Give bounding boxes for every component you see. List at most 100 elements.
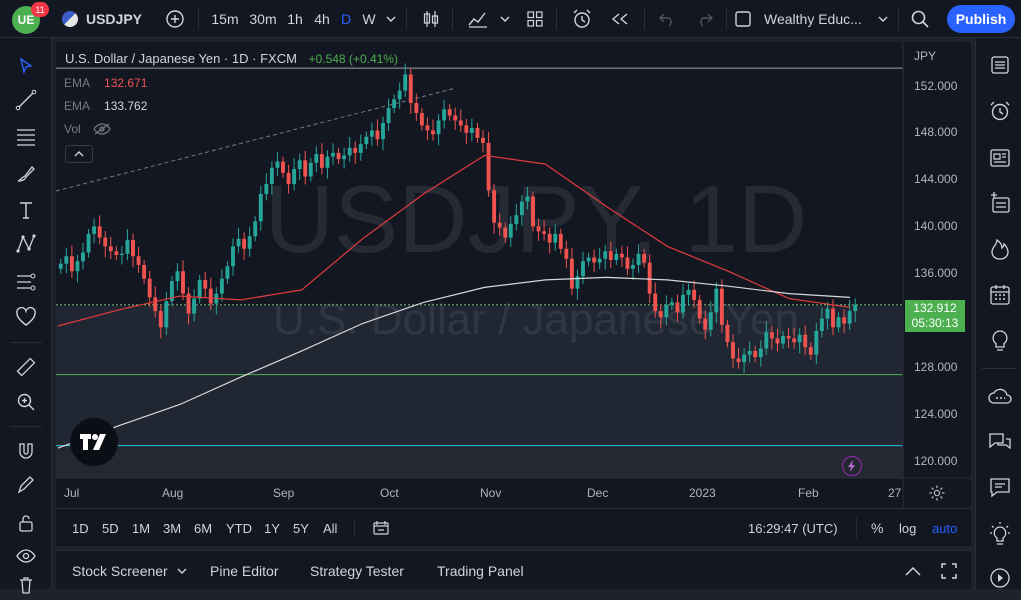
events-button[interactable]: [842, 456, 862, 476]
range-5d[interactable]: 5D: [102, 520, 119, 536]
ideas-button[interactable]: [984, 325, 1016, 357]
candle-body: [442, 109, 447, 121]
interval-15m[interactable]: 15m: [211, 11, 239, 27]
publish-button[interactable]: Publish: [947, 5, 1015, 33]
log-scale-toggle[interactable]: log: [899, 520, 917, 536]
templates-button[interactable]: [522, 0, 548, 38]
compare-symbol-button[interactable]: [162, 0, 188, 38]
candle-body: [419, 113, 424, 126]
candle-body: [192, 298, 197, 314]
tab-trading-panel[interactable]: Trading Panel: [437, 562, 524, 579]
interval-dropdown[interactable]: [382, 0, 400, 38]
price-label: 120.000: [914, 454, 958, 468]
chart-settings-button[interactable]: [928, 484, 946, 505]
chart-type-button[interactable]: [418, 0, 444, 38]
auto-scale-toggle[interactable]: auto: [932, 520, 958, 536]
interval-30m[interactable]: 30m: [249, 11, 277, 27]
range-1d[interactable]: 1D: [72, 520, 89, 536]
calendar-button[interactable]: [984, 279, 1016, 311]
range-1y[interactable]: 1Y: [264, 520, 280, 536]
candle-body: [386, 108, 391, 123]
favorites-tool[interactable]: [10, 302, 42, 332]
candle-body: [503, 227, 508, 238]
candle-body: [231, 246, 235, 267]
alerts-button[interactable]: [984, 95, 1016, 127]
messages-button[interactable]: [984, 471, 1016, 503]
add-note-button[interactable]: [984, 187, 1016, 219]
percent-scale-toggle[interactable]: %: [871, 520, 884, 536]
replay-button[interactable]: [606, 0, 634, 38]
collapse-panel-button[interactable]: [904, 551, 922, 590]
zoom-tool[interactable]: [10, 387, 42, 417]
cursor-tool[interactable]: [10, 51, 42, 81]
news-button[interactable]: [984, 142, 1016, 174]
interval-4h[interactable]: 4h: [314, 11, 330, 27]
candle-body: [219, 278, 224, 294]
help-center-button[interactable]: [984, 518, 1016, 550]
range-1m[interactable]: 1M: [132, 520, 151, 536]
prediction-icon: [17, 273, 36, 291]
divider: [10, 426, 42, 427]
candle-body: [136, 256, 141, 265]
fib-tool[interactable]: [10, 122, 42, 152]
measure-tool[interactable]: [10, 352, 42, 382]
chats-button[interactable]: [984, 426, 1016, 458]
range-5y[interactable]: 5Y: [293, 520, 309, 536]
layout-select-button[interactable]: [732, 0, 754, 38]
undo-button[interactable]: [654, 0, 680, 38]
volume-legend[interactable]: Vol: [60, 119, 115, 139]
top-toolbar: UE 11 USDJPY 15m 30m 1h 4h D W: [0, 0, 1021, 38]
tab-strategy-tester[interactable]: Strategy Tester: [310, 562, 404, 579]
candle-body: [625, 257, 630, 269]
indicators-dropdown[interactable]: [496, 0, 514, 38]
ema-fast-legend[interactable]: EMA 132.671: [60, 73, 152, 93]
lock-tool[interactable]: [10, 508, 42, 538]
ema-slow-value: 133.762: [104, 99, 148, 113]
product-tour-button[interactable]: [984, 562, 1016, 594]
candle-body: [297, 160, 302, 170]
remove-drawings-tool[interactable]: [10, 570, 42, 600]
divider: [644, 8, 645, 30]
interval-d[interactable]: D: [340, 11, 352, 27]
streams-button[interactable]: [984, 381, 1016, 413]
tab-stock-screener[interactable]: Stock Screener: [72, 551, 188, 590]
time-label: Nov: [480, 486, 502, 500]
tab-pine-editor[interactable]: Pine Editor: [210, 562, 279, 579]
ema-slow-legend[interactable]: EMA 133.762: [60, 96, 152, 116]
chart-pane[interactable]: USDJPY, 1D U.S. Dollar / Japanese Yen U.…: [56, 42, 971, 508]
maximize-panel-button[interactable]: [940, 551, 958, 590]
alert-button[interactable]: [568, 0, 596, 38]
redo-button[interactable]: [692, 0, 718, 38]
range-all[interactable]: All: [323, 520, 338, 536]
lock-drawing-mode-tool[interactable]: [10, 470, 42, 500]
brush-tool[interactable]: [10, 159, 42, 189]
text-icon: [20, 202, 32, 219]
range-ytd[interactable]: YTD: [226, 520, 252, 536]
text-tool[interactable]: [10, 195, 42, 225]
candle-body: [92, 226, 97, 234]
trend-line-tool[interactable]: [10, 85, 42, 115]
range-6m[interactable]: 6M: [194, 520, 213, 536]
interval-w[interactable]: W: [362, 11, 376, 27]
prediction-tool[interactable]: [10, 267, 42, 297]
interval-1h[interactable]: 1h: [287, 11, 303, 27]
go-to-date-button[interactable]: [372, 509, 390, 547]
symbol-search-button[interactable]: USDJPY: [62, 0, 142, 38]
magnet-tool[interactable]: [10, 436, 42, 466]
candle-body: [558, 233, 563, 249]
candle-body: [564, 248, 569, 259]
collapse-legend-button[interactable]: [65, 145, 93, 163]
search-button[interactable]: [906, 0, 934, 38]
candle-body: [331, 152, 335, 157]
utc-clock[interactable]: 16:29:47 (UTC): [748, 520, 838, 536]
tradingview-logo[interactable]: [70, 418, 118, 466]
watchlist-button[interactable]: [984, 49, 1016, 81]
pattern-tool[interactable]: [10, 229, 42, 259]
currency-label[interactable]: JPY: [914, 49, 937, 63]
layout-dropdown[interactable]: [874, 0, 892, 38]
layout-name[interactable]: Wealthy Educ...: [764, 11, 862, 27]
hotlists-button[interactable]: [984, 233, 1016, 265]
range-3m[interactable]: 3M: [163, 520, 182, 536]
visibility-tool[interactable]: [10, 541, 42, 571]
indicators-button[interactable]: [464, 0, 492, 38]
